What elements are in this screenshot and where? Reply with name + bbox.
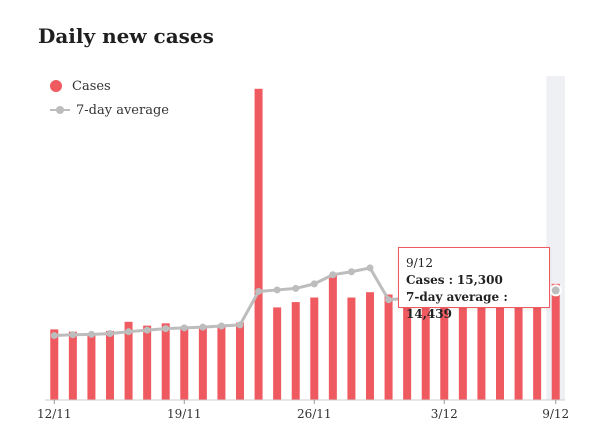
bar-cases[interactable] [124,321,133,400]
average-point [125,328,133,336]
bar-cases[interactable] [514,286,523,400]
bar-cases[interactable] [328,274,337,400]
tooltip-average-value: 14,439 [406,307,452,321]
legend-item-average[interactable]: 7-day average [50,98,169,122]
bar-cases[interactable] [87,333,96,400]
average-point [143,326,151,334]
x-tick-label: 3/12 [431,407,458,421]
tooltip-cases-value: 15,300 [456,273,503,287]
average-point [180,324,188,332]
bar-cases[interactable] [254,88,263,401]
x-tick-label: 19/11 [167,407,202,421]
hover-band [546,76,565,400]
average-point [329,271,337,279]
bar-cases[interactable] [477,289,486,400]
x-tick-label: 26/11 [297,407,332,421]
bar-cases[interactable] [198,327,207,400]
bar-cases[interactable] [161,323,170,400]
bar-cases[interactable] [403,292,412,400]
average-point [236,321,244,329]
average-point [292,284,300,292]
cases-swatch-icon [50,80,62,92]
bar-cases[interactable] [384,294,393,400]
bar-cases[interactable] [496,287,504,400]
tooltip-cases-label: Cases : [406,273,454,287]
average-point [217,322,225,330]
x-tick-label: 12/11 [37,407,72,421]
average-point [347,268,355,276]
x-tick-label: 9/12 [542,407,569,421]
average-point [87,330,95,338]
tooltip-date: 9/12 [406,256,433,270]
average-point [385,296,393,304]
chart-title: Daily new cases [38,24,214,48]
bar-cases[interactable] [68,331,77,400]
legend-label-average: 7-day average [76,102,169,118]
bar-cases[interactable] [551,283,560,400]
average-point [273,286,281,294]
bar-cases[interactable] [217,324,226,400]
bar-cases[interactable] [180,326,189,400]
legend-label-cases: Cases [72,78,111,94]
bar-cases[interactable] [533,289,542,400]
tooltip-average-label: 7-day average : [406,290,508,304]
average-swatch-icon [50,104,70,116]
bar-cases[interactable] [273,307,282,400]
bar-cases[interactable] [310,297,319,400]
average-point [310,280,318,288]
bar-cases[interactable] [458,291,467,400]
bar-cases[interactable] [421,293,430,400]
average-point [50,331,58,339]
average-point [106,330,114,338]
legend: Cases 7-day average [50,74,169,122]
bar-cases[interactable] [106,330,114,400]
average-point [69,331,77,339]
bar-cases[interactable] [50,329,59,400]
bar-cases[interactable] [440,288,449,400]
average-point [255,287,263,295]
average-point [199,323,207,331]
legend-item-cases[interactable]: Cases [50,74,169,98]
bar-cases[interactable] [291,302,300,400]
bar-cases[interactable] [143,325,152,400]
average-point [366,264,374,272]
bar-cases[interactable] [366,292,374,400]
average-point [549,284,562,297]
bar-cases[interactable] [236,322,244,400]
bar-cases[interactable] [347,297,356,400]
average-point [162,325,170,333]
tooltip: 9/12 Cases : 15,300 7-day average : 14,4… [398,247,550,321]
